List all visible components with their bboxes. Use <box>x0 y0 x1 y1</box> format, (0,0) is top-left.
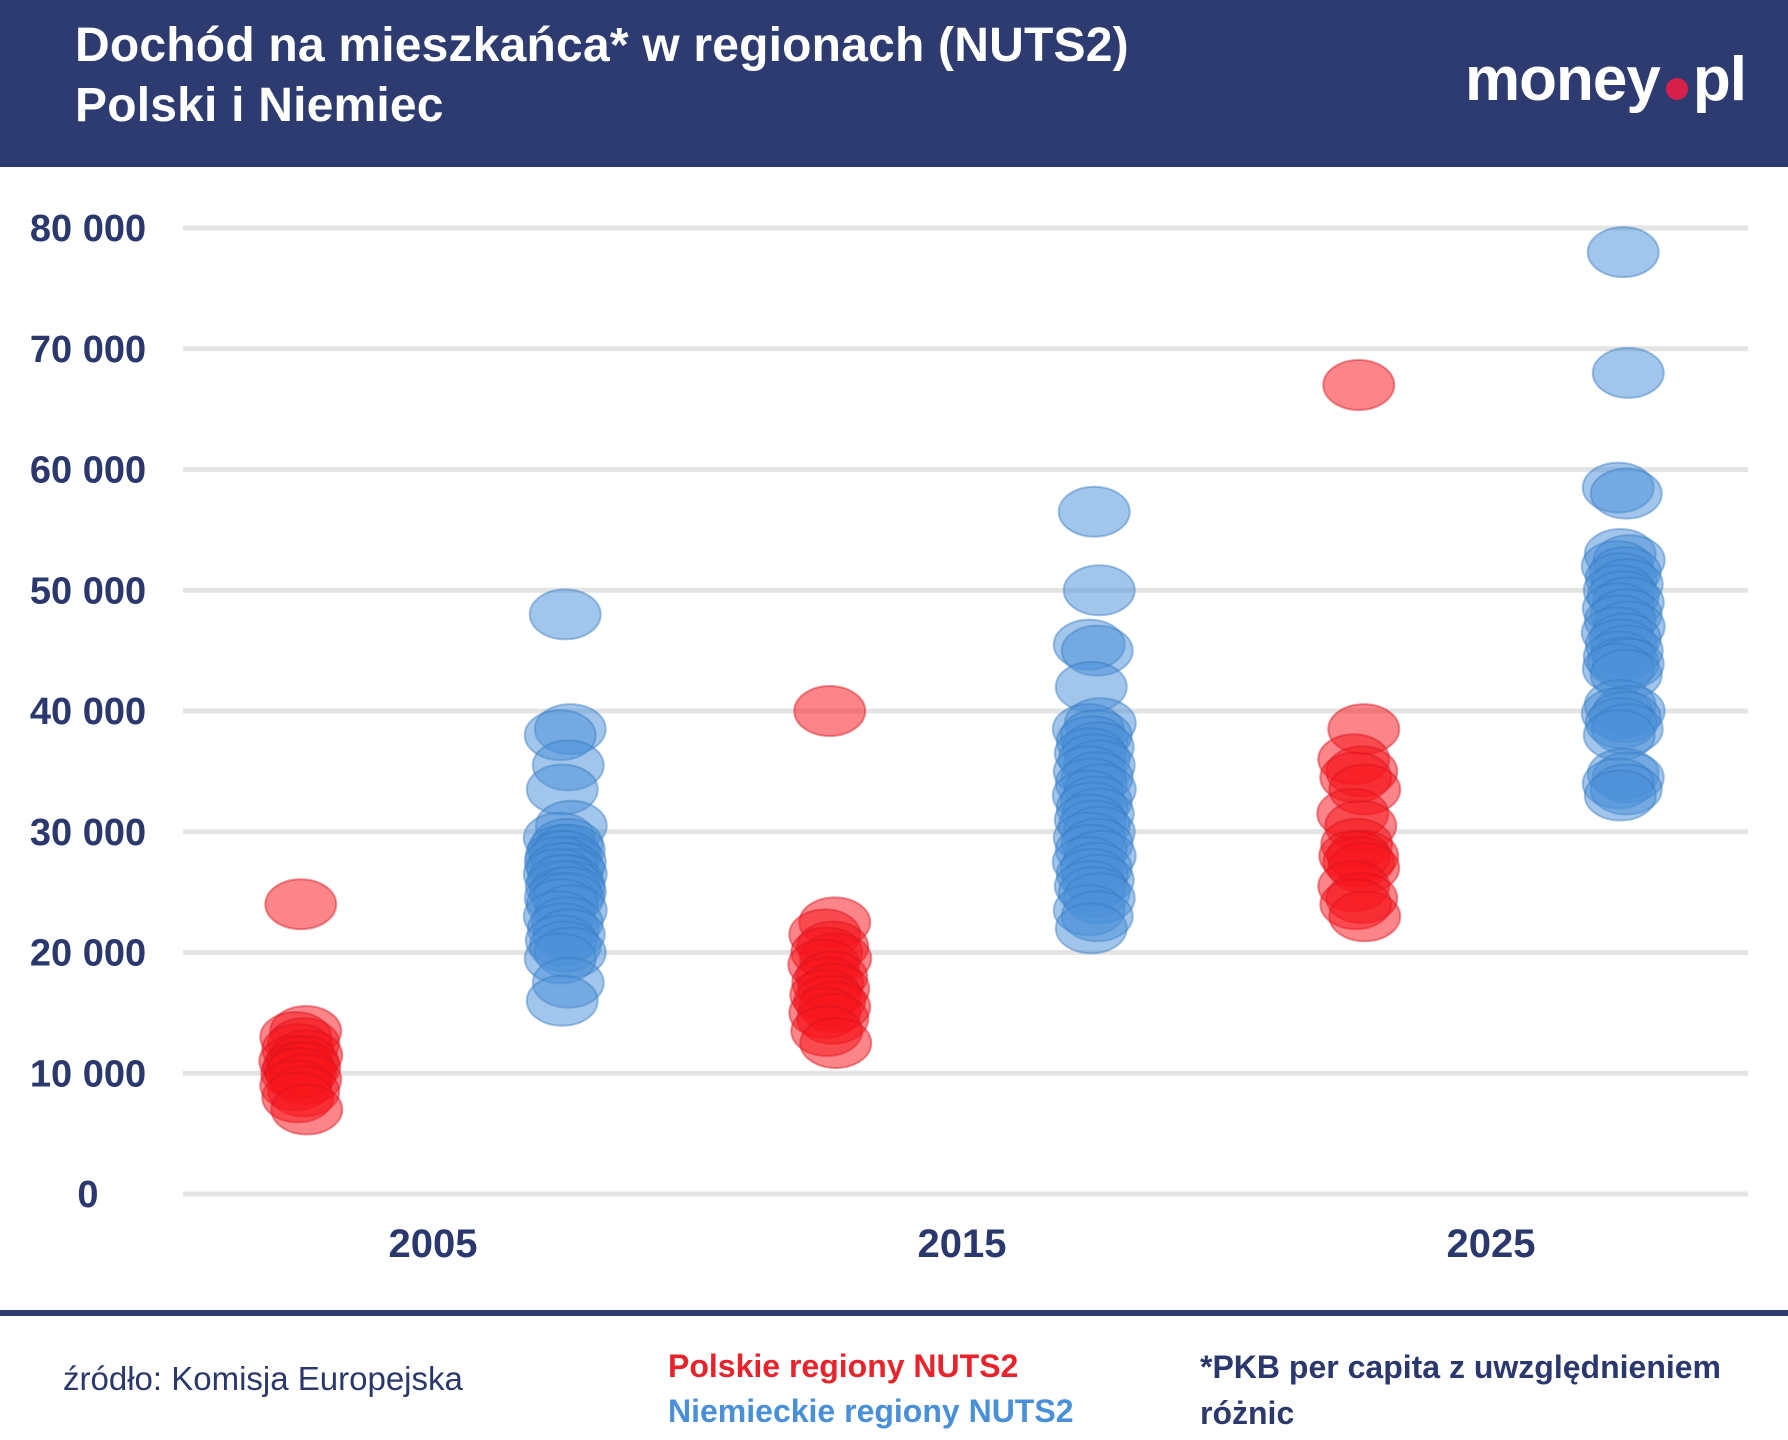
y-tick-label: 70 000 <box>30 329 146 371</box>
header-banner: Dochód na mieszkańca* w regionach (NUTS2… <box>0 0 1788 167</box>
scatter-chart: 0 10 000 20 000 30 000 40 000 50 000 60 000 70 … <box>30 208 1748 1266</box>
legend-item-germany: Niemieckie regiony NUTS2 <box>668 1393 1074 1429</box>
data-point <box>528 588 602 641</box>
data-point <box>793 685 867 737</box>
y-tick-label: 20 000 <box>30 933 146 975</box>
data-point <box>1591 346 1665 399</box>
legend-item-poland: Polskie regiony NUTS2 <box>668 1348 1019 1384</box>
footnote: *PKB per capita z uwzględnieniem różnic … <box>1200 1344 1788 1440</box>
y-tick-label: 0 <box>77 1174 98 1216</box>
x-tick-label: 2005 <box>389 1222 478 1266</box>
data-point <box>1062 564 1136 617</box>
y-tick-label: 10 000 <box>30 1053 146 1095</box>
y-tick-label: 80 000 <box>30 208 146 250</box>
data-point <box>1057 485 1131 538</box>
data-point <box>525 974 599 1027</box>
logo-text-money: money <box>1465 45 1661 114</box>
footer-divider <box>0 1310 1788 1316</box>
data-point <box>1328 890 1402 943</box>
data-point <box>1583 769 1657 822</box>
y-tick-label: 60 000 <box>30 450 146 492</box>
page-title: Dochód na mieszkańca* w regionach (NUTS2… <box>75 16 1129 136</box>
moneypl-logo: money pl <box>1465 44 1747 115</box>
y-axis-tick-labels: 0 10 000 20 000 30 000 40 000 50 000 60 000 70 … <box>30 208 146 1216</box>
logo-text-pl: pl <box>1692 45 1747 114</box>
data-point <box>1586 226 1660 279</box>
data-point <box>264 878 338 931</box>
title-line-1: Dochód na mieszkańca* w regionach (NUTS2… <box>75 19 1129 72</box>
data-points <box>258 226 1666 1136</box>
gridlines <box>183 225 1748 1197</box>
data-point <box>1589 467 1663 520</box>
y-tick-label: 30 000 <box>30 812 146 854</box>
footnote-line-2: w poziomie cen, tys. euro PPS <box>1200 1436 1788 1440</box>
x-tick-label: 2025 <box>1447 1222 1536 1266</box>
x-tick-label: 2015 <box>918 1222 1007 1266</box>
data-point <box>270 1083 344 1136</box>
data-point <box>799 1017 873 1070</box>
title-line-2: Polski i Niemiec <box>75 79 444 132</box>
y-tick-label: 50 000 <box>30 570 146 612</box>
data-point <box>1322 358 1396 411</box>
y-tick-label: 40 000 <box>30 691 146 733</box>
source-note: źródło: Komisja Europejska <box>63 1360 463 1397</box>
chart-legend: Polskie regiony NUTS2 Niemieckie regiony… <box>668 1344 1073 1434</box>
data-point <box>1054 902 1128 955</box>
footnote-line-1: *PKB per capita z uwzględnieniem różnic <box>1200 1349 1721 1431</box>
logo-dot-icon <box>1665 78 1688 100</box>
x-axis-tick-labels: 2005 2015 2025 <box>389 1222 1536 1266</box>
